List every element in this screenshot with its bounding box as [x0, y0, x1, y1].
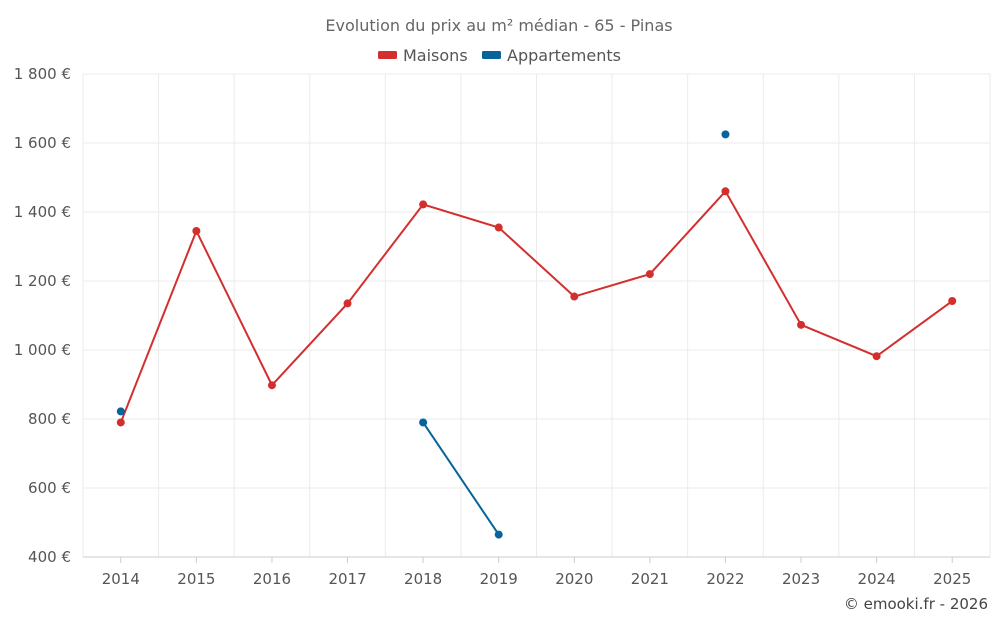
legend-label-maisons: Maisons: [403, 46, 468, 65]
data-point-maisons-2021: [645, 270, 654, 279]
x-tick-label: 2014: [102, 570, 140, 588]
y-tick-label: 1 400 €: [14, 203, 71, 221]
plot-area: [116, 130, 957, 539]
data-point-maisons-2024: [872, 352, 881, 361]
data-point-maisons-2014: [116, 418, 125, 427]
data-point-maisons-2023: [797, 320, 806, 329]
data-point-appartements-2014: [116, 407, 125, 416]
data-point-appartements-2022: [721, 130, 730, 139]
series-line-appartements: [422, 421, 500, 536]
grid: [82, 73, 991, 557]
x-axis: 2014 2015 2016 2017 2018 2019 2020 2021 2022 2023…: [83, 556, 990, 588]
credit-text: © emooki.fr - 2026: [844, 595, 988, 613]
x-tick-label: 2025: [933, 570, 971, 588]
data-point-maisons-2025: [948, 297, 957, 306]
data-point-maisons-2020: [570, 292, 579, 301]
x-tick-label: 2021: [631, 570, 669, 588]
x-tick-label: 2020: [555, 570, 593, 588]
data-point-maisons-2015: [192, 226, 201, 235]
y-tick-label: 1 000 €: [14, 341, 71, 359]
x-tick-label: 2024: [858, 570, 896, 588]
legend-swatch-maisons: [378, 51, 397, 59]
chart-title: Evolution du prix au m² médian - 65 - Pi…: [325, 16, 672, 35]
x-tick-label: 2017: [328, 570, 366, 588]
y-axis: 400 € 600 € 800 € 1 000 € 1 200 € 1 400 € 1 60…: [14, 65, 71, 566]
y-tick-label: 800 €: [28, 410, 71, 428]
data-point-appartements-2019: [494, 530, 503, 539]
x-tick-label: 2015: [177, 570, 215, 588]
x-tick-label: 2019: [480, 570, 518, 588]
data-point-maisons-2016: [267, 381, 276, 390]
y-tick-label: 1 600 €: [14, 134, 71, 152]
data-point-appartements-2018: [419, 418, 428, 427]
data-point-maisons-2022: [721, 187, 730, 196]
legend: Maisons Appartements: [378, 46, 621, 65]
y-tick-label: 1 800 €: [14, 65, 71, 83]
y-tick-label: 400 €: [28, 548, 71, 566]
data-point-maisons-2017: [343, 299, 352, 308]
y-tick-label: 600 €: [28, 479, 71, 497]
data-point-maisons-2018: [419, 200, 428, 209]
x-tick-label: 2022: [706, 570, 744, 588]
x-tick-label: 2023: [782, 570, 820, 588]
x-tick-label: 2016: [253, 570, 291, 588]
data-point-maisons-2019: [494, 223, 503, 232]
y-tick-label: 1 200 €: [14, 272, 71, 290]
series-line-maisons: [119, 189, 953, 423]
legend-label-appartements: Appartements: [507, 46, 621, 65]
legend-swatch-appartements: [482, 51, 501, 59]
x-tick-label: 2018: [404, 570, 442, 588]
